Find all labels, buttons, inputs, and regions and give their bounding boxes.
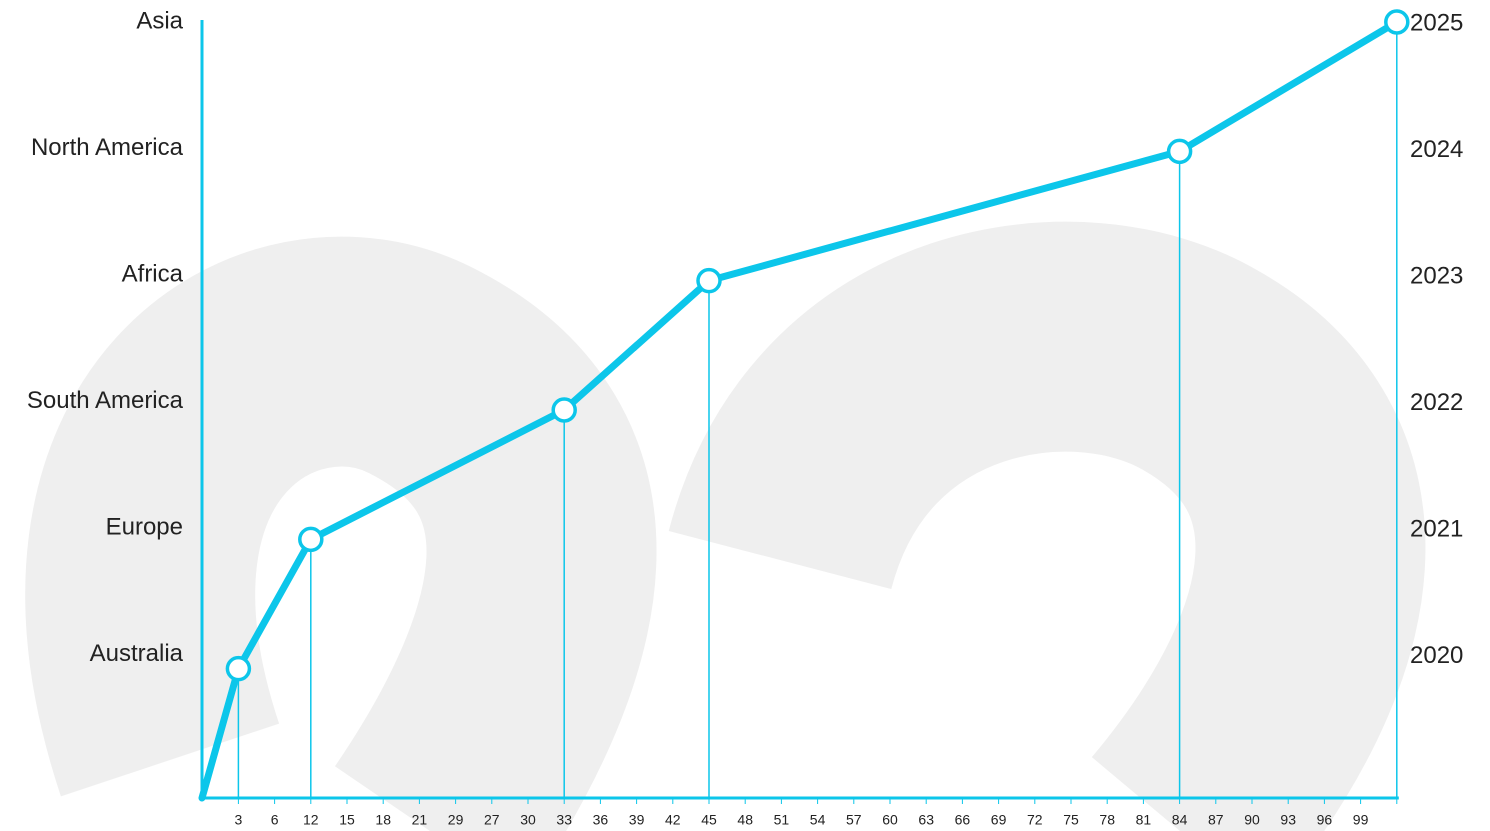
x-tick-label: 81 (1136, 812, 1152, 828)
y2-tick-label: 2020 (1410, 642, 1463, 669)
x-tick-label: 12 (303, 812, 319, 828)
x-tick-label: 21 (412, 812, 428, 828)
x-tick-label: 30 (520, 812, 536, 828)
x-tick-label: 54 (810, 812, 826, 828)
x-tick-label: 6 (271, 812, 279, 828)
x-tick-label: 18 (375, 812, 391, 828)
y-tick-label: Australia (90, 640, 184, 667)
line-segment (234, 535, 315, 673)
y2-tick-label: 2022 (1410, 389, 1463, 416)
x-tick-label: 45 (701, 812, 717, 828)
background-decoration (25, 221, 1426, 831)
x-tick-label: 51 (774, 812, 790, 828)
line-segment (1176, 18, 1401, 155)
y-tick-label: South America (27, 387, 184, 414)
x-tick-label: 99 (1353, 812, 1369, 828)
x-tick-label: 90 (1244, 812, 1260, 828)
background-shape (25, 236, 657, 831)
y2-tick-label: 2023 (1410, 262, 1463, 289)
x-tick-label: 42 (665, 812, 681, 828)
x-tick-label: 15 (339, 812, 355, 828)
x-tick-label: 75 (1063, 812, 1079, 828)
point-marker (551, 397, 577, 423)
x-tick-label: 36 (593, 812, 609, 828)
x-tick-label: 93 (1280, 812, 1296, 828)
x-tick-label: 87 (1208, 812, 1224, 828)
line-segment (560, 277, 713, 414)
line-segment (705, 147, 1184, 285)
x-tick-label: 60 (882, 812, 898, 828)
x-tick-label: 63 (918, 812, 934, 828)
line-segment (307, 406, 568, 543)
x-tick-label: 29 (448, 812, 464, 828)
y-tick-label: North America (31, 134, 184, 161)
y-tick-label: Africa (122, 260, 184, 287)
point-marker (1384, 9, 1410, 35)
y2-tick-label: 2025 (1410, 9, 1463, 36)
point-marker (696, 267, 722, 294)
x-tick-label: 69 (991, 812, 1007, 828)
background-shape (668, 221, 1426, 831)
x-tick-label: 66 (955, 812, 971, 828)
y-tick-label: Europe (106, 513, 183, 540)
x-tick-label: 96 (1317, 812, 1333, 828)
x-tick-label: 39 (629, 812, 645, 828)
point-marker (298, 526, 324, 553)
line-segment (198, 665, 242, 802)
x-tick-label: 3 (235, 812, 243, 828)
x-tick-label: 27 (484, 812, 500, 828)
x-tick-label: 84 (1172, 812, 1188, 828)
point-marker (225, 655, 252, 682)
x-tick-label: 72 (1027, 812, 1043, 828)
x-tick-label: 33 (556, 812, 572, 828)
y2-tick-label: 2021 (1410, 515, 1463, 542)
x-tick-label: 57 (846, 812, 862, 828)
x-tick-label: 48 (737, 812, 753, 828)
x-tick-label: 78 (1099, 812, 1115, 828)
y-tick-label: Asia (136, 7, 183, 34)
point-marker (1166, 138, 1193, 165)
y2-tick-label: 2024 (1410, 136, 1463, 163)
